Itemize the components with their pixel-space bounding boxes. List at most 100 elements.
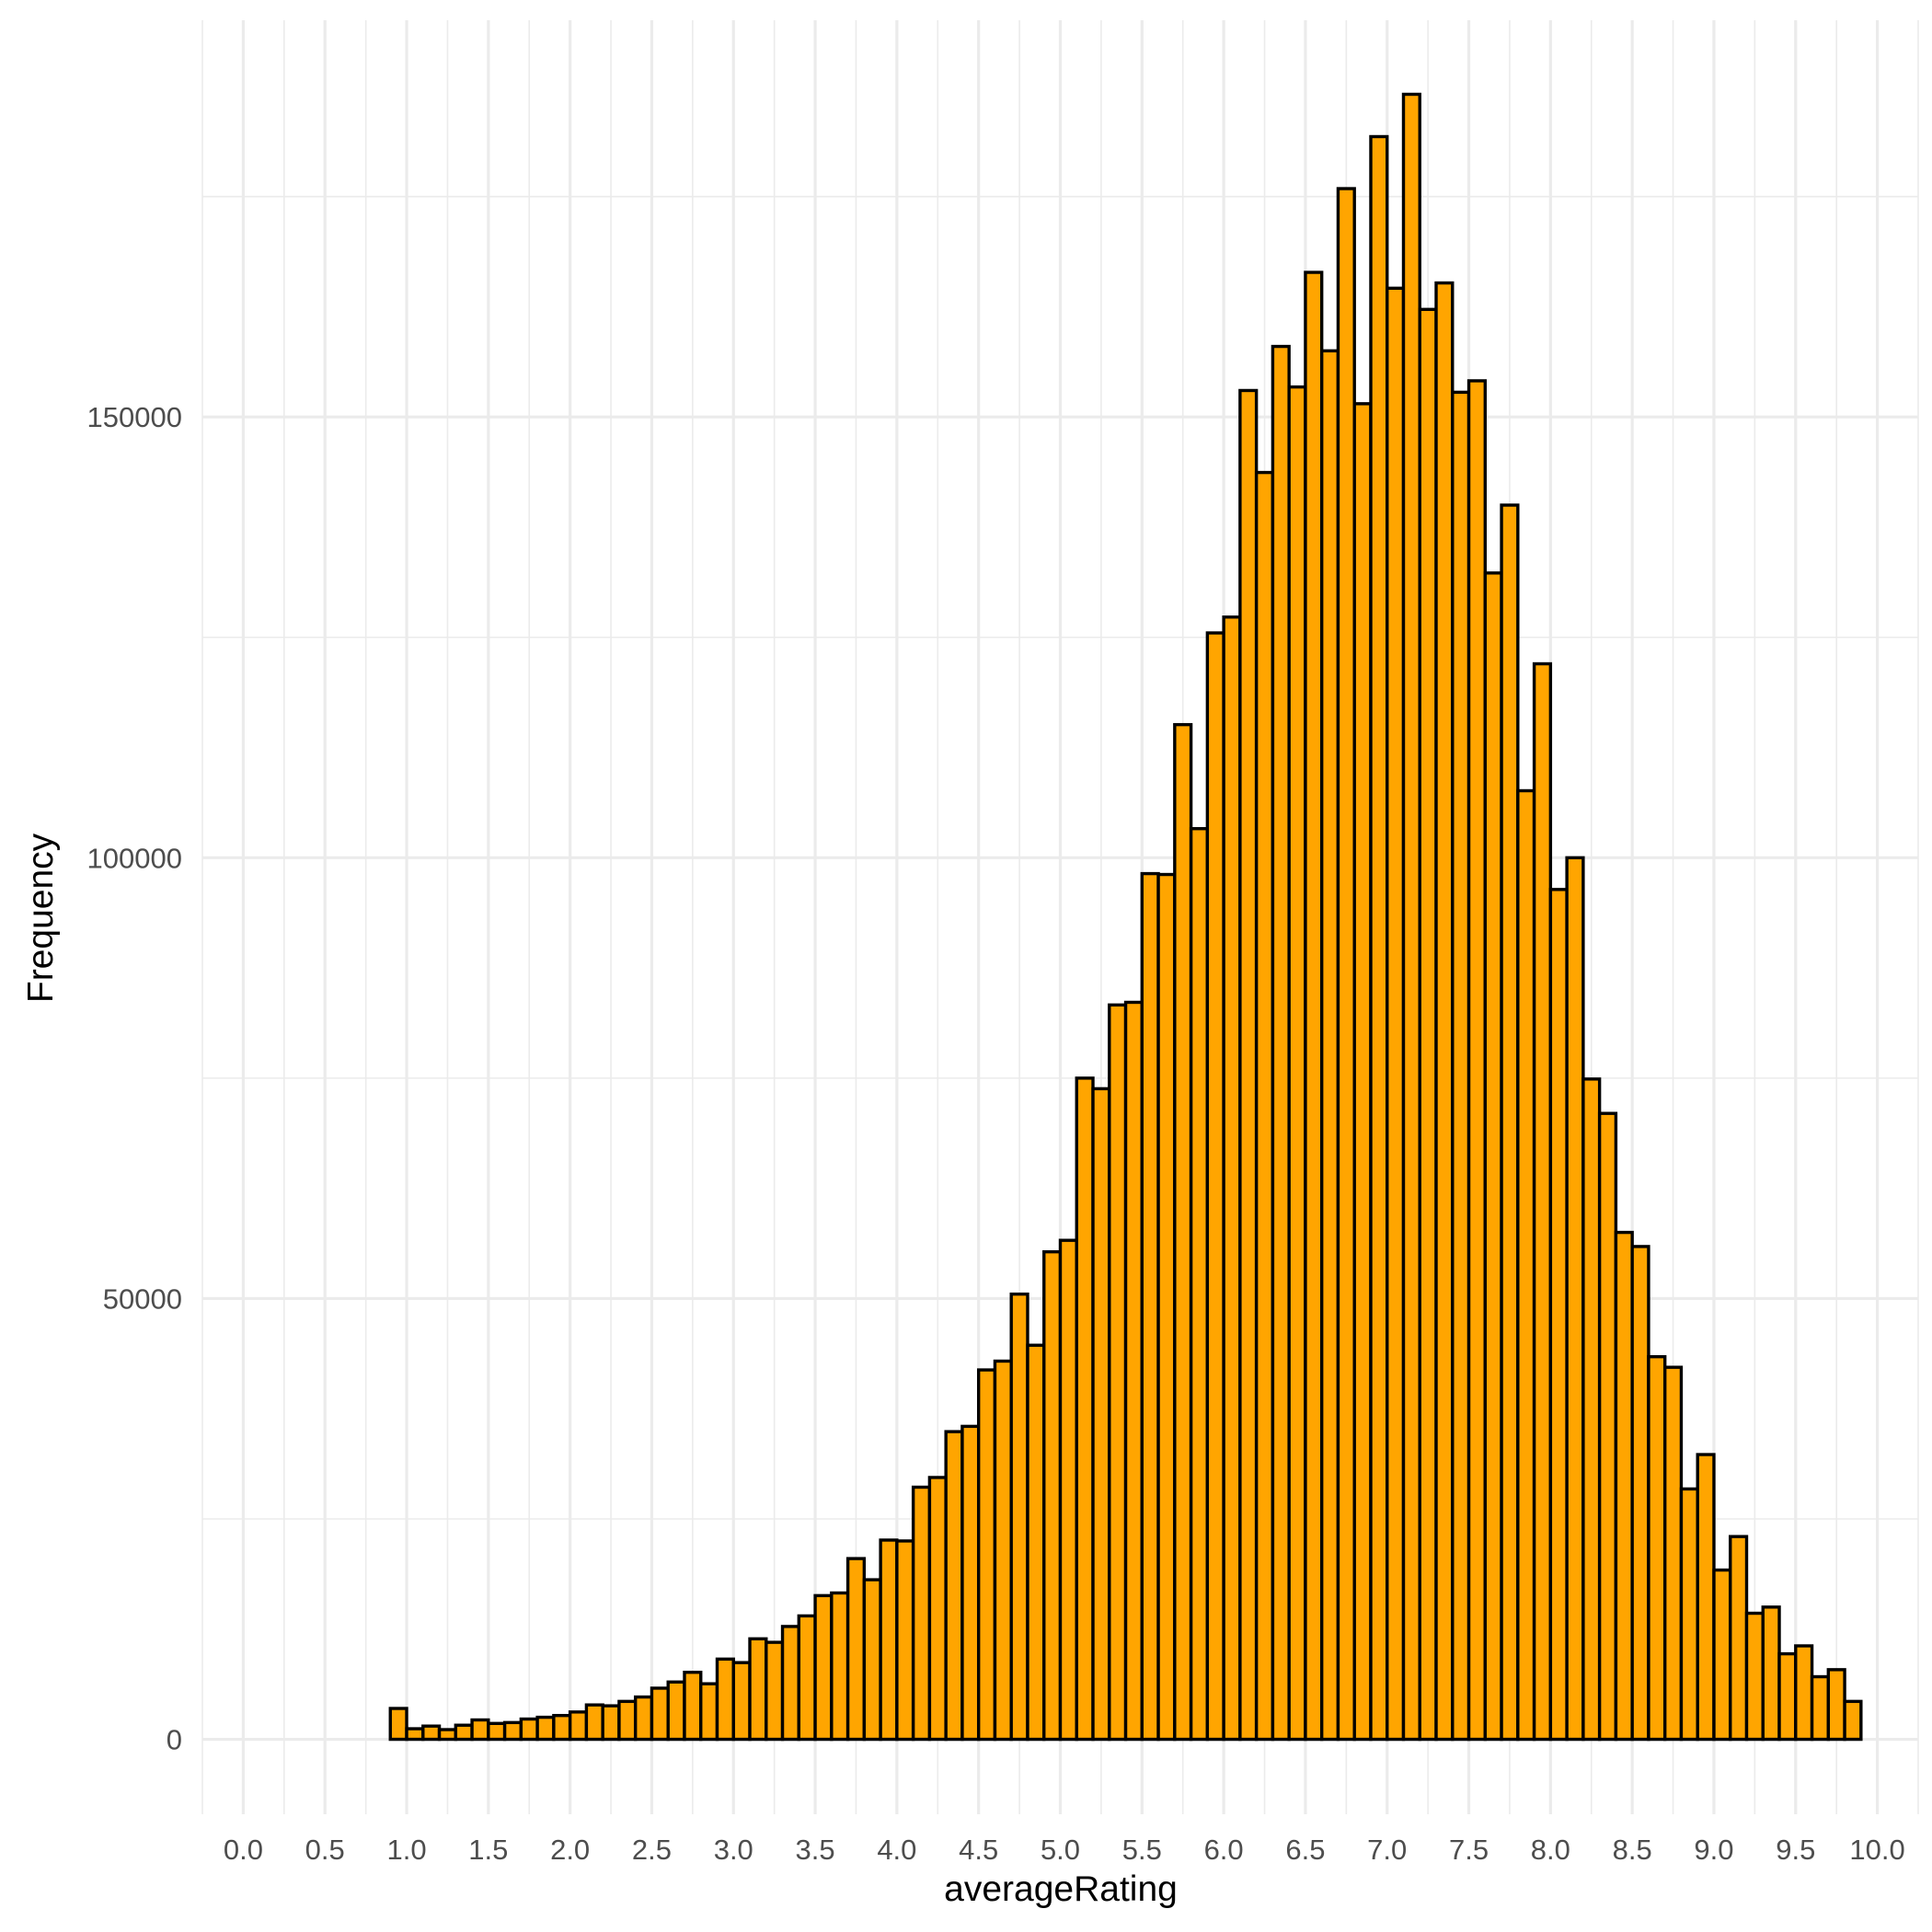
histogram-bar <box>699 1682 719 1742</box>
histogram-bar <box>1581 1077 1602 1742</box>
histogram-bar <box>944 1430 964 1742</box>
histogram-bar <box>1140 871 1160 1742</box>
histogram-bar <box>1091 1087 1111 1742</box>
histogram-bar <box>1123 1000 1144 1742</box>
histogram-bar <box>1026 1343 1046 1742</box>
histogram-bar <box>1565 856 1585 1742</box>
histogram-bar <box>454 1723 474 1742</box>
histogram-bar <box>1352 402 1373 1742</box>
histogram-bar <box>683 1671 703 1742</box>
histogram-bars <box>388 92 1863 1742</box>
histogram-bar <box>421 1724 442 1742</box>
histogram-bar <box>617 1699 638 1742</box>
x-tick-label: 1.0 <box>386 1834 426 1866</box>
histogram-bar <box>1712 1568 1732 1742</box>
histogram-bar <box>1418 307 1438 1742</box>
histogram-bar <box>1336 187 1356 1742</box>
histogram-bar <box>1647 1354 1667 1742</box>
histogram-bar <box>715 1657 735 1742</box>
histogram-bar <box>405 1727 425 1742</box>
histogram-bar <box>731 1661 752 1742</box>
histogram-bar <box>1238 388 1259 1742</box>
x-tick-label: 1.5 <box>468 1834 508 1866</box>
histogram-bar <box>650 1686 670 1742</box>
histogram-bar <box>666 1680 686 1742</box>
x-tick-label: 5.5 <box>1122 1834 1162 1866</box>
histogram-bar <box>1075 1076 1095 1742</box>
histogram-bar <box>993 1359 1013 1742</box>
histogram-bar <box>960 1424 981 1742</box>
histogram-bar <box>1451 390 1471 1742</box>
x-tick-label: 5.0 <box>1041 1834 1080 1866</box>
x-tick-label: 9.0 <box>1694 1834 1733 1866</box>
histogram-bar <box>1810 1674 1831 1742</box>
histogram-bar <box>1222 615 1242 1742</box>
x-tick-label: 6.0 <box>1204 1834 1244 1866</box>
histogram-bar <box>1696 1453 1716 1742</box>
histogram-bar <box>552 1713 572 1742</box>
x-tick-label: 8.5 <box>1613 1834 1652 1866</box>
histogram-bar <box>976 1368 997 1742</box>
histogram-bar <box>1597 1111 1618 1742</box>
histogram-bar <box>1386 286 1406 1742</box>
x-tick-label: 7.5 <box>1449 1834 1489 1866</box>
histogram-bar <box>1500 503 1520 1742</box>
histogram-bar <box>1679 1487 1699 1742</box>
histogram-bar <box>1042 1249 1063 1742</box>
histogram-bar <box>845 1557 867 1742</box>
histogram-bar <box>1532 661 1553 1742</box>
histogram-bar <box>470 1718 490 1742</box>
x-tick-label: 6.5 <box>1285 1834 1325 1866</box>
x-tick-label: 3.5 <box>796 1834 835 1866</box>
x-tick-label: 4.0 <box>877 1834 916 1866</box>
histogram-bar <box>879 1538 899 1742</box>
histogram-bar <box>1254 470 1275 1742</box>
y-axis-tick-labels: 0 50000 100000 150000 <box>87 401 182 1755</box>
histogram-bar <box>633 1695 654 1742</box>
histogram-bar <box>601 1704 621 1742</box>
histogram-bar <box>1304 270 1324 1742</box>
histogram-bar <box>1662 1365 1684 1742</box>
x-tick-label: 9.5 <box>1776 1834 1815 1866</box>
histogram-bar <box>1794 1644 1814 1742</box>
x-tick-label: 2.5 <box>632 1834 672 1866</box>
x-axis-tick-labels: 0.0 0.5 1.0 1.5 2.0 2.5 3.0 3.5 4.0 4.5 5.0 5.5 6.0 6… <box>224 1834 1905 1866</box>
histogram-bar <box>862 1578 882 1742</box>
histogram-bar <box>1401 92 1421 1742</box>
histogram-bar <box>1843 1699 1863 1742</box>
histogram-bar <box>797 1614 817 1742</box>
histogram-bar <box>487 1721 507 1742</box>
histogram-bar <box>568 1710 589 1742</box>
x-tick-label: 8.0 <box>1531 1834 1570 1866</box>
x-tick-label: 10.0 <box>1849 1834 1904 1866</box>
histogram-bar <box>535 1715 556 1742</box>
histogram-bar <box>780 1625 801 1742</box>
histogram-bar <box>1108 1003 1128 1742</box>
histogram-bar <box>502 1720 523 1742</box>
histogram-bar <box>1369 134 1389 1742</box>
histogram-bar <box>1744 1611 1765 1742</box>
y-tick-label: 0 <box>167 1724 182 1756</box>
y-tick-label: 150000 <box>87 401 182 433</box>
histogram-bar <box>1319 349 1340 1742</box>
x-tick-label: 0.0 <box>224 1834 263 1866</box>
histogram-bar <box>1287 385 1307 1742</box>
histogram-bar <box>1777 1651 1798 1742</box>
histogram-bar <box>895 1539 915 1742</box>
y-tick-label: 100000 <box>87 842 182 874</box>
histogram-bar <box>1614 1230 1634 1742</box>
histogram-bar <box>765 1640 785 1742</box>
histogram-bar <box>1058 1238 1078 1742</box>
histogram-bar <box>1009 1292 1029 1742</box>
histogram-bar <box>1826 1668 1846 1742</box>
histogram-bar <box>1466 379 1488 1742</box>
histogram-bar <box>519 1717 539 1742</box>
histogram-bar <box>1434 281 1455 1742</box>
x-tick-label: 0.5 <box>305 1834 345 1866</box>
x-axis-title: averageRating <box>944 1869 1178 1909</box>
x-tick-label: 3.0 <box>714 1834 753 1866</box>
histogram-bar <box>1173 722 1193 1742</box>
histogram-bar <box>1761 1605 1781 1742</box>
x-tick-label: 7.0 <box>1367 1834 1407 1866</box>
